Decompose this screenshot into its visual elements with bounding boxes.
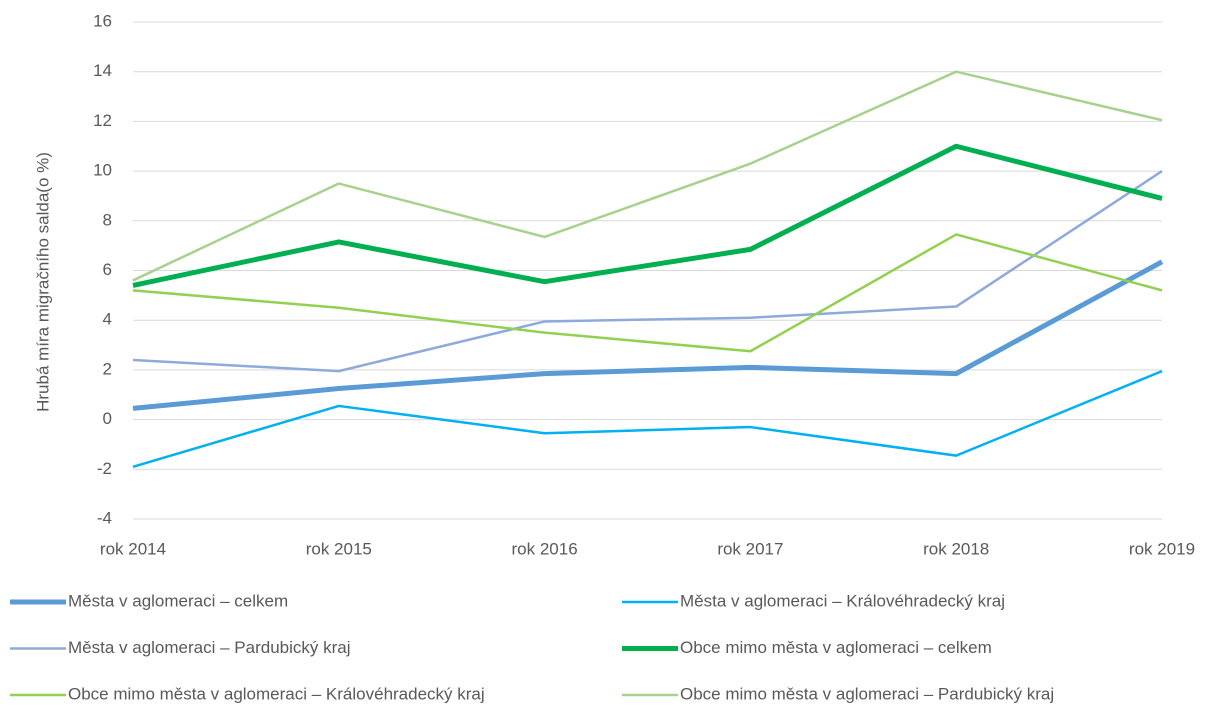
series-line (132, 143, 1163, 288)
series-line (132, 259, 1164, 411)
y-tick-label: 4 (103, 310, 112, 329)
legend-label: Města v aglomeraci – Pardubický kraj (68, 638, 351, 657)
y-tick-label: 12 (93, 111, 112, 130)
series-line (132, 233, 1163, 353)
y-tick-label: 14 (93, 61, 112, 80)
y-tick-label: 6 (103, 260, 112, 279)
x-tick-label: rok 2016 (512, 539, 578, 558)
y-tick-label: 16 (93, 11, 112, 30)
legend-label: Města v aglomeraci – Královéhradecký kra… (680, 591, 1005, 610)
x-tick-label: rok 2018 (923, 539, 989, 558)
y-tick-label: 8 (103, 210, 112, 229)
series-line (132, 170, 1163, 373)
legend-label: Obce mimo města v aglomeraci – celkem (680, 638, 992, 657)
x-tick-label: rok 2015 (306, 539, 372, 558)
y-tick-label: 10 (93, 161, 112, 180)
series-line (132, 369, 1163, 469)
series-line (132, 70, 1163, 282)
x-tick-label: rok 2019 (1129, 539, 1195, 558)
legend-label: Města v aglomeraci – celkem (68, 591, 288, 610)
y-tick-label: -2 (97, 459, 112, 478)
y-axis-label: Hrubá míra migračního salda(o %) (33, 152, 52, 412)
y-tick-label: -4 (97, 508, 112, 527)
x-tick-label: rok 2017 (717, 539, 783, 558)
y-tick-label: 0 (103, 409, 112, 428)
y-tick-label: 2 (103, 359, 112, 378)
legend-label: Obce mimo města v aglomeraci – Královéhr… (68, 684, 485, 703)
x-tick-label: rok 2014 (100, 539, 166, 558)
legend-label: Obce mimo města v aglomeraci – Pardubick… (680, 684, 1054, 703)
